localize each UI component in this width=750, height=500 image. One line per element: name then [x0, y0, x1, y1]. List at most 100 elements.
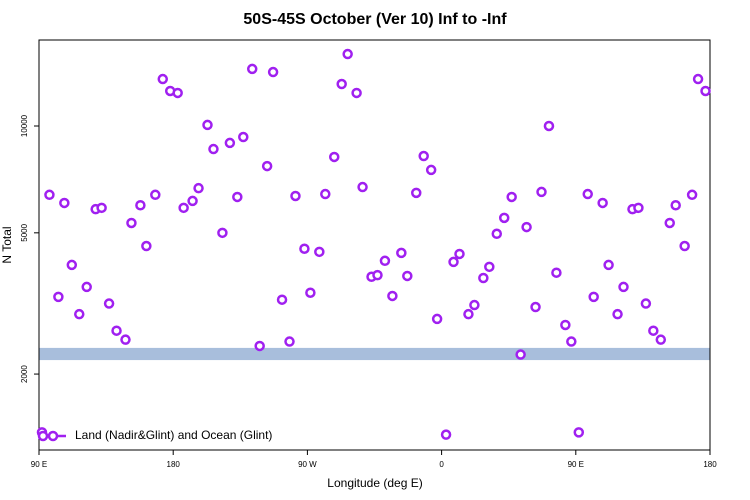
point: [498, 212, 510, 224]
point: [573, 427, 585, 438]
point: [336, 78, 347, 90]
point: [246, 63, 258, 75]
point: [141, 240, 152, 252]
point: [431, 313, 443, 325]
point: [484, 261, 495, 273]
point: [425, 164, 437, 176]
x-tick-label: 180: [167, 460, 181, 469]
point: [418, 150, 429, 162]
point: [74, 308, 85, 320]
point: [81, 281, 92, 293]
band: [39, 347, 710, 361]
point: [66, 259, 78, 271]
point: [299, 243, 310, 254]
x-tick-label: 0: [439, 460, 444, 469]
x-tick-label: 180: [703, 460, 717, 469]
point: [633, 202, 644, 214]
point: [618, 281, 629, 293]
x-tick-label: 90 E: [568, 460, 584, 469]
point: [379, 255, 391, 267]
point: [515, 349, 526, 360]
point: [193, 182, 204, 194]
point: [178, 202, 189, 214]
point: [612, 308, 623, 320]
point: [664, 217, 675, 229]
point: [103, 298, 115, 309]
point: [372, 269, 383, 281]
legend-label: Land (Nadir&Glint) and Ocean (Glint): [75, 428, 272, 442]
point: [44, 189, 55, 201]
point: [454, 248, 465, 260]
point: [640, 298, 652, 309]
point: [320, 188, 331, 200]
point: [111, 325, 122, 336]
point: [232, 191, 243, 203]
point: [679, 240, 690, 252]
point: [692, 73, 704, 85]
point: [648, 325, 659, 336]
legend-marker: [47, 430, 59, 442]
point: [469, 299, 480, 311]
point: [566, 336, 577, 347]
point: [551, 267, 562, 278]
point: [328, 151, 340, 163]
point: [357, 181, 368, 193]
point: [560, 319, 571, 331]
point: [686, 189, 698, 201]
point: [59, 197, 70, 209]
point: [506, 191, 517, 203]
point: [187, 195, 198, 207]
y-tick-label: 5000: [20, 223, 29, 241]
point: [157, 73, 169, 85]
point: [396, 247, 407, 259]
point: [261, 160, 273, 172]
point: [543, 120, 555, 132]
point: [238, 131, 249, 143]
point: [448, 256, 459, 268]
point: [521, 221, 532, 233]
point: [478, 272, 489, 284]
x-tick-label: 90 E: [31, 460, 47, 469]
point: [135, 199, 146, 211]
point: [536, 186, 547, 198]
point: [342, 48, 353, 60]
point: [217, 227, 228, 239]
point: [402, 270, 413, 282]
legend-marker: [37, 430, 49, 442]
point: [208, 143, 219, 155]
point: [582, 188, 593, 200]
chart-title: 50S-45S October (Ver 10) Inf to -Inf: [243, 11, 507, 28]
x-tick-label: 90 W: [298, 460, 317, 469]
point: [305, 287, 316, 298]
point: [670, 199, 681, 211]
point: [440, 429, 452, 440]
x-axis-label: Longitude (deg E): [327, 476, 422, 490]
point: [126, 217, 137, 229]
point: [202, 119, 213, 131]
point: [588, 291, 599, 303]
y-tick-label: 2000: [20, 365, 29, 383]
point: [463, 308, 474, 320]
point: [254, 340, 265, 352]
point: [284, 336, 295, 347]
point: [655, 334, 667, 345]
point: [700, 85, 711, 97]
plot-frame: [38, 39, 711, 451]
point: [267, 66, 279, 78]
point: [224, 137, 236, 149]
point: [276, 294, 288, 305]
point: [290, 190, 301, 202]
point: [120, 334, 131, 345]
point: [314, 246, 325, 258]
point: [411, 187, 422, 199]
y-tick-label: 10000: [20, 114, 29, 137]
point: [53, 291, 64, 303]
y-axis-label: N Total: [0, 226, 14, 263]
point: [491, 228, 503, 240]
point: [387, 290, 398, 302]
point: [603, 259, 614, 271]
point: [351, 87, 362, 99]
point: [530, 301, 541, 313]
point: [597, 197, 608, 209]
